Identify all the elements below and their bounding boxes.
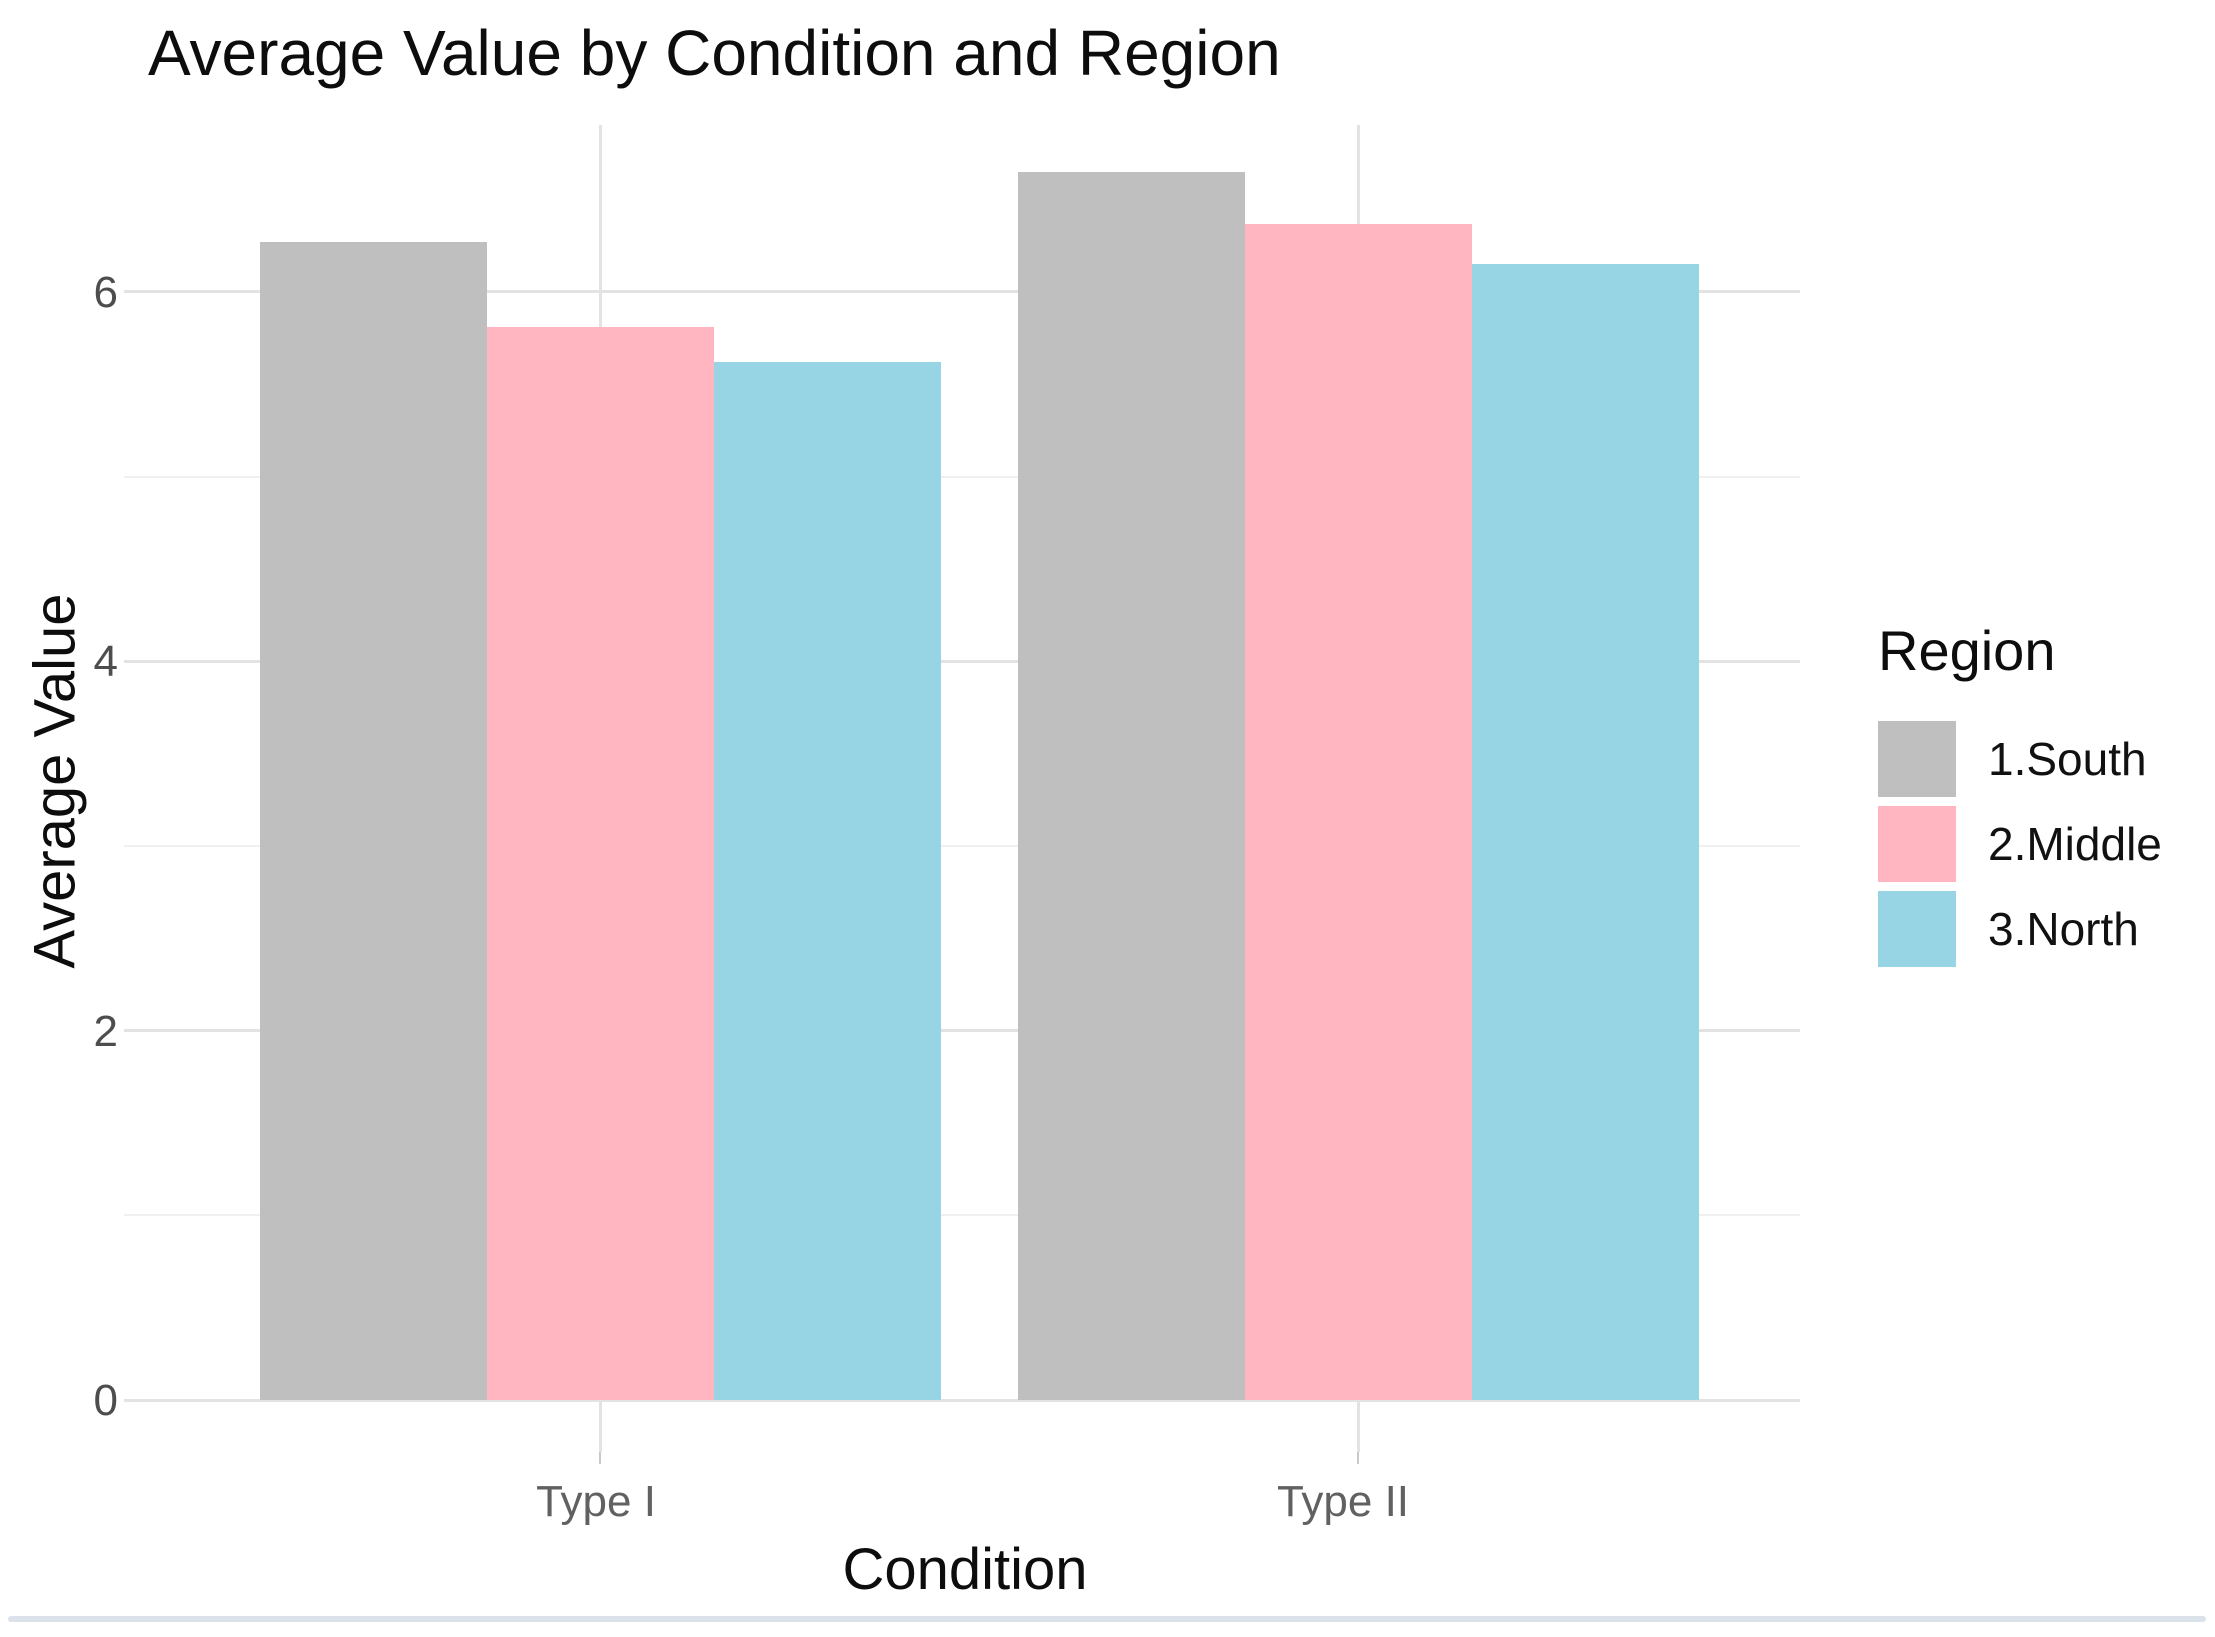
legend-title: Region [1878,619,2056,682]
gridline-major-y6 [124,290,1800,294]
legend-swatch-1-south [1878,721,1956,797]
legend-items: 1.South 2.Middle 3.North [1878,721,2162,967]
y-tick-label-6: 6 [93,267,118,317]
legend-item-1-south: 1.South [1878,721,2162,797]
x-tick-type-ii [1357,1452,1359,1464]
bar-type-ii-1-south [1017,171,1245,1400]
bar-type-ii-3-north [1471,264,1699,1400]
y-axis-title: Average Value [22,593,88,969]
y-tick-label-4: 4 [93,637,118,687]
gridline-major-y4 [124,659,1800,663]
plot-panel [124,125,1800,1452]
x-tick-type-i [599,1452,601,1464]
x-axis-title: Condition [842,1537,1088,1602]
legend-label-2-middle: 2.Middle [1988,818,2162,870]
legend-item-3-north: 3.North [1878,891,2162,967]
legend: Region 1.South 2.Middle 3.North [1878,618,2162,976]
bottom-divider-line [8,1616,2206,1622]
gridline-major-y0 [124,1398,1800,1402]
legend-label-1-south: 1.South [1988,733,2147,785]
gridline-minor-y1 [124,1214,1800,1217]
bar-type-ii-2-middle [1244,223,1472,1400]
legend-swatch-2-middle [1878,806,1956,882]
bar-type-i-1-south [259,242,487,1400]
gridline-minor-y3 [124,844,1800,847]
bar-type-i-2-middle [486,327,714,1400]
y-tick-label-0: 0 [93,1376,118,1425]
chart-title: Average Value by Condition and Region [148,17,1281,89]
gridline-major-y2 [124,1029,1800,1033]
legend-label-3-north: 3.North [1988,903,2139,955]
gridline-minor-y5 [124,475,1800,478]
legend-swatch-3-north [1878,891,1956,967]
x-tick-label-type-ii: Type II [1276,1477,1410,1526]
x-tick-label-type-i: Type I [536,1477,656,1526]
bar-type-i-3-north [713,362,941,1400]
y-tick-label-2: 2 [93,1006,118,1056]
legend-item-2-middle: 2.Middle [1878,806,2162,882]
